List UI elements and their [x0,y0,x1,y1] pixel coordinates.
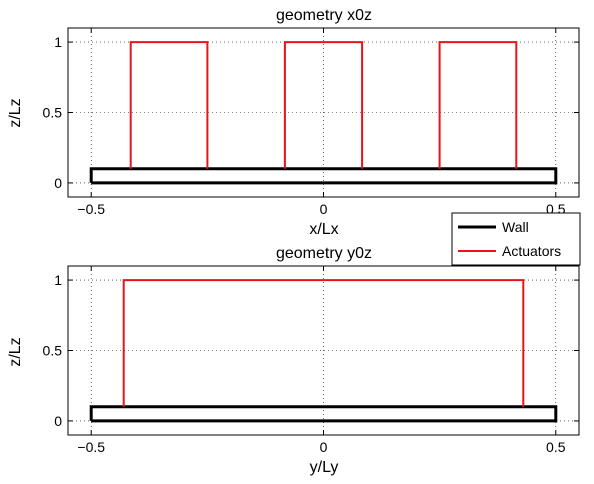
y-axis-label-y0z: z/Lz [7,337,24,366]
y-tick-label-2: 1 [54,34,62,50]
y-tick-label-0: 0 [54,413,62,429]
y-tick-label-2: 1 [54,272,62,288]
plot-title-y0z: geometry y0z [276,245,372,262]
actuators-shape-0 [129,41,209,169]
plot-geometry-y0z: geometry y0z y/Ly z/Lz −0.5 0 0.5 0 0.5 1 [7,245,580,476]
y-tick-label-1: 0.5 [43,105,63,121]
wall-shape-0 [89,167,558,185]
plot-title-x0z: geometry x0z [276,7,372,24]
wall-shape-0 [89,405,558,423]
y-axis-label-x0z: z/Lz [7,98,24,127]
x-tick-label-1: 0 [320,439,328,455]
plot-geometry-x0z: geometry x0z x/Lx z/Lz −0.5 0 0.500.51 [7,7,580,238]
actuators-shape-0 [122,279,525,407]
legend: Wall Actuators [451,212,581,266]
actuators-shape-1 [283,41,364,169]
legend-box [451,212,581,266]
x-tick-label-0: −0.5 [77,201,105,217]
x-tick-label-0: −0.5 [77,439,105,455]
x-axis-label-x0z: x/Lx [309,221,338,238]
legend-label-wall: Wall [502,219,529,235]
legend-label-actuators: Actuators [502,243,561,259]
actuators-shape-2 [438,41,518,169]
x-tick-label-2: 0.5 [546,439,566,455]
y-tick-label-0: 0 [54,175,62,191]
y-tick-label-1: 0.5 [43,343,63,359]
x-tick-label-1: 0 [320,201,328,217]
x-axis-label-y0z: y/Ly [310,459,339,476]
